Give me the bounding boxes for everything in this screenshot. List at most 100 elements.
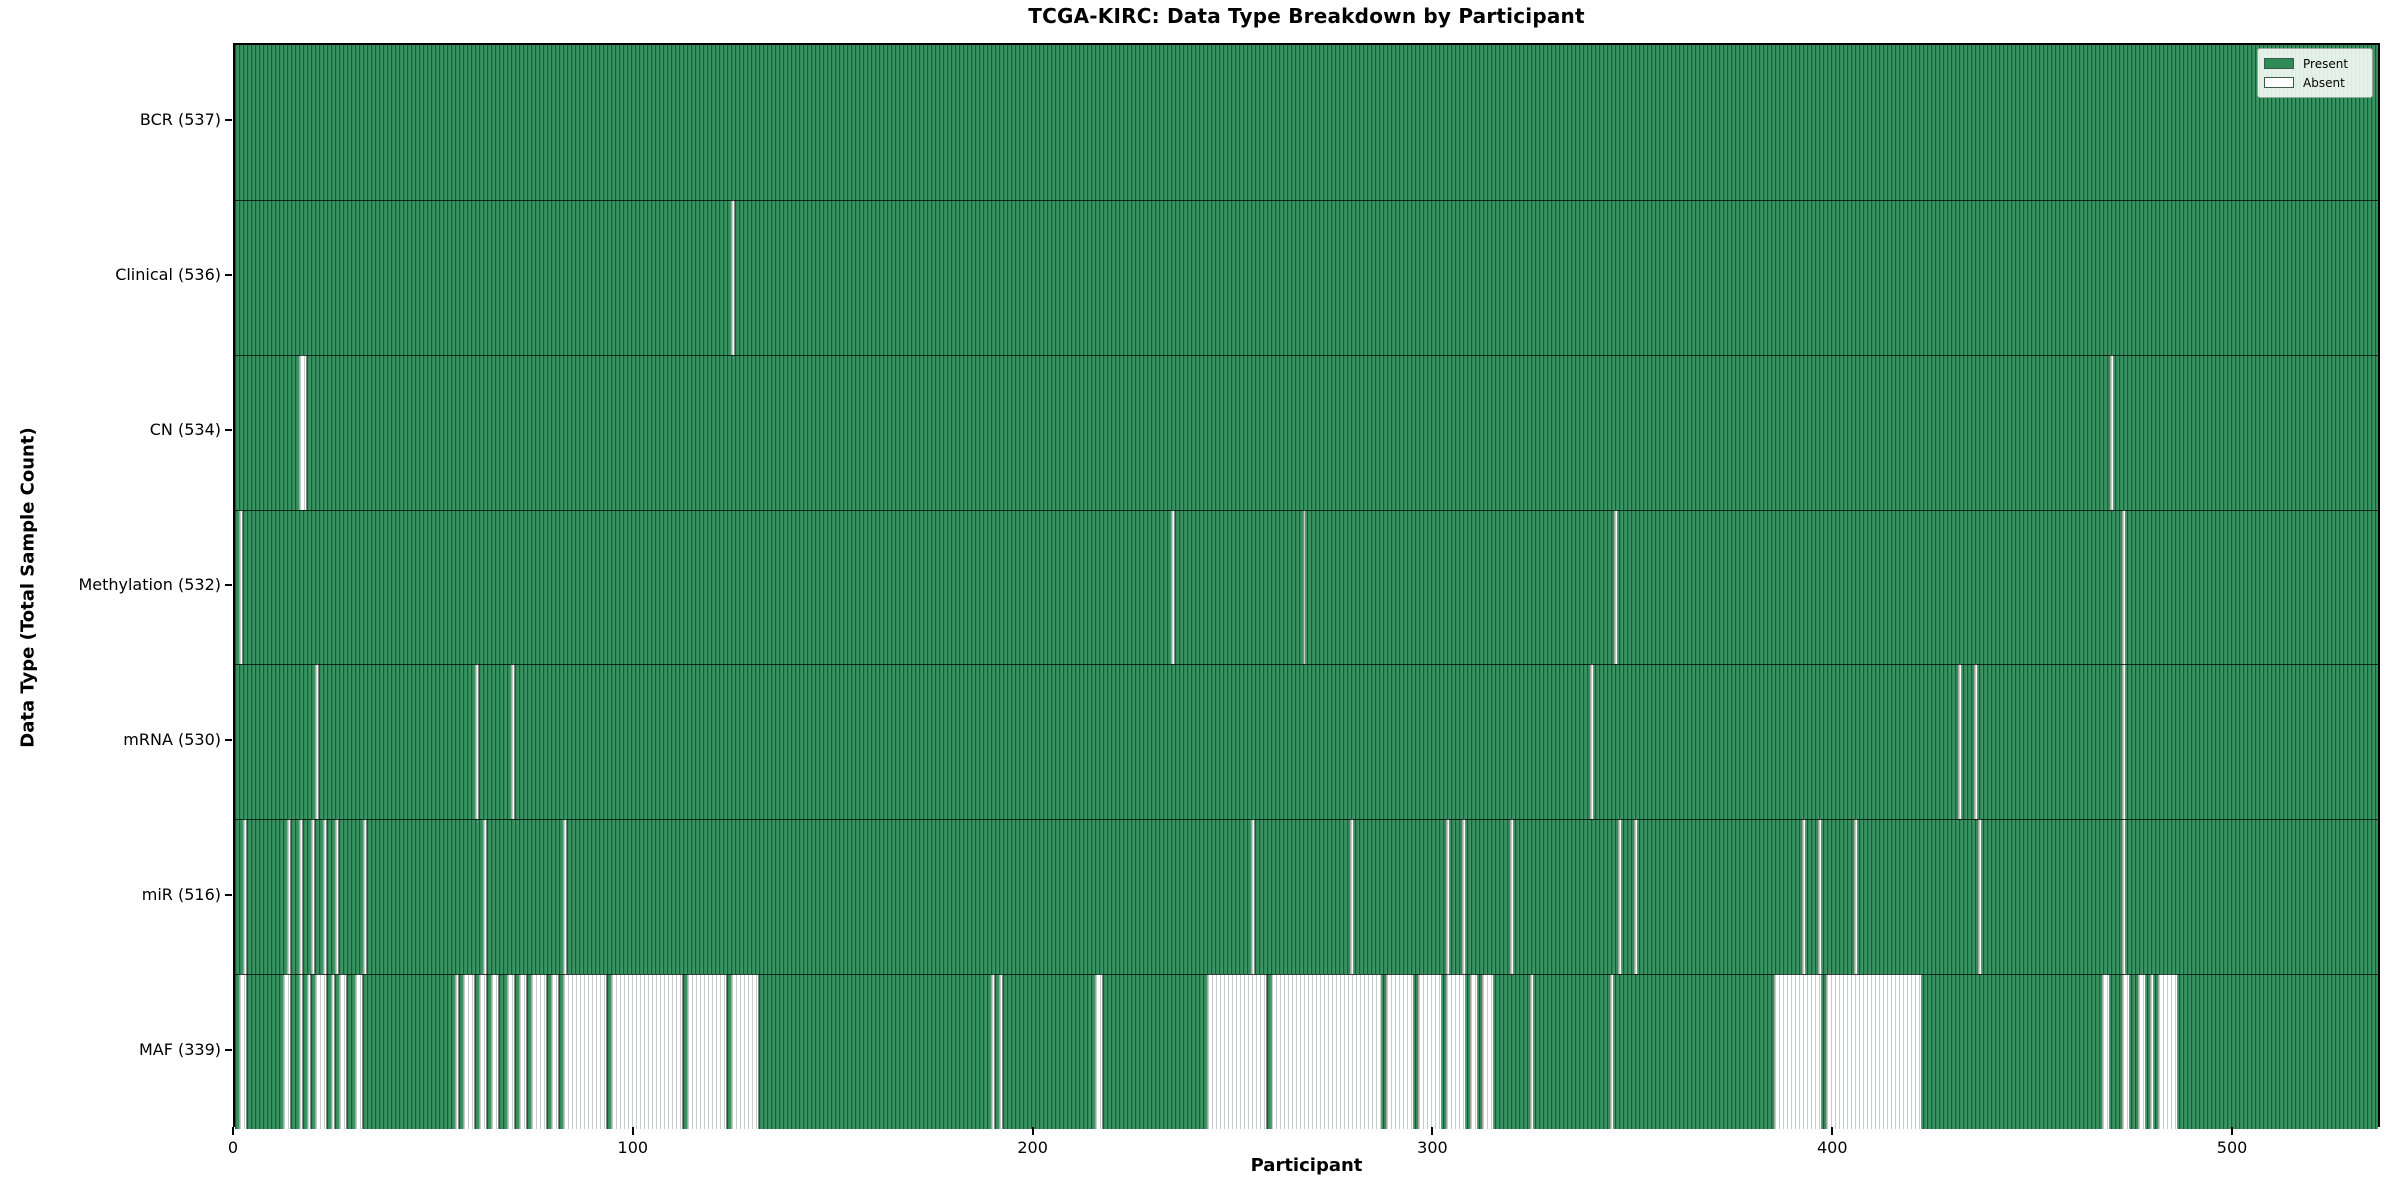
row-Clinical xyxy=(235,199,2378,355)
y-tick-label-miR: miR (516) xyxy=(141,884,221,904)
y-tick-label-CN: CN (534) xyxy=(149,420,221,440)
absent-segment xyxy=(242,819,247,975)
x-tick-label: 100 xyxy=(617,1138,649,1157)
absent-segment xyxy=(1610,974,1615,1129)
absent-segment xyxy=(282,974,291,1129)
row-miR xyxy=(235,819,2378,975)
absent-segment xyxy=(2122,819,2127,975)
row-separator xyxy=(235,199,2378,201)
x-tick-label: 400 xyxy=(1816,1138,1848,1157)
legend-swatch-absent xyxy=(2264,77,2294,88)
plot-area xyxy=(233,43,2380,1129)
absent-segment xyxy=(306,974,311,1129)
absent-segment xyxy=(310,819,315,975)
row-CN xyxy=(235,354,2378,510)
row-BCR xyxy=(235,45,2378,200)
x-tick-mark xyxy=(1031,1127,1034,1135)
y-tick-label-BCR: BCR (537) xyxy=(139,110,221,130)
y-tick-label-Clinical: Clinical (536) xyxy=(115,265,221,285)
legend-entry-absent: Absent xyxy=(2264,73,2364,92)
legend-label: Present xyxy=(2303,56,2349,71)
absent-segment xyxy=(2158,974,2179,1129)
y-tick-label-Methylation: Methylation (532) xyxy=(78,575,221,594)
absent-segment xyxy=(1482,974,1495,1129)
x-tick-mark xyxy=(631,1127,634,1135)
row-separator xyxy=(235,974,2378,976)
absent-segment xyxy=(238,509,243,665)
absent-segment xyxy=(610,974,683,1129)
row-separator xyxy=(235,819,2378,821)
absent-segment xyxy=(1350,819,1355,975)
absent-segment xyxy=(1302,509,1307,665)
absent-segment xyxy=(490,974,499,1129)
absent-segment xyxy=(730,199,735,355)
absent-segment xyxy=(1974,664,1979,820)
row-separator xyxy=(235,509,2378,511)
absent-segment xyxy=(322,819,327,975)
absent-segment xyxy=(454,974,459,1129)
absent-segment xyxy=(1170,509,1175,665)
absent-segment xyxy=(314,974,327,1129)
absent-segment xyxy=(1386,974,1415,1129)
legend-entry-present: Present xyxy=(2264,54,2364,73)
absent-segment xyxy=(462,974,475,1129)
absent-segment xyxy=(1094,974,1103,1129)
absent-segment xyxy=(354,974,363,1129)
absent-segment xyxy=(2150,974,2155,1129)
absent-segment xyxy=(1614,509,1619,665)
absent-segment xyxy=(2102,974,2111,1129)
absent-segment xyxy=(1826,974,1923,1129)
absent-segment xyxy=(286,819,291,975)
absent-segment xyxy=(338,974,347,1129)
x-tick-mark xyxy=(232,1127,234,1135)
x-axis-title: Participant xyxy=(1250,1155,1363,1176)
absent-segment xyxy=(1510,819,1515,975)
x-tick-mark xyxy=(1431,1127,1434,1135)
absent-segment xyxy=(550,974,559,1129)
y-tick-label-mRNA: mRNA (530) xyxy=(123,729,221,749)
row-mRNA xyxy=(235,664,2378,820)
legend-swatch-present xyxy=(2264,58,2294,69)
absent-segment xyxy=(730,974,759,1129)
row-separator xyxy=(235,664,2378,666)
y-tick-mark xyxy=(225,429,232,432)
x-tick-label: 300 xyxy=(1417,1138,1448,1157)
legend-label: Absent xyxy=(2303,75,2345,90)
absent-segment xyxy=(2110,354,2115,510)
absent-segment xyxy=(530,974,547,1129)
absent-segment xyxy=(482,819,487,975)
absent-segment xyxy=(1250,819,1255,975)
y-tick-mark xyxy=(225,119,232,122)
absent-segment xyxy=(1590,664,1595,820)
x-tick-label: 500 xyxy=(2216,1138,2248,1157)
row-MAF xyxy=(235,974,2378,1129)
absent-segment xyxy=(562,819,567,975)
absent-segment xyxy=(510,664,515,820)
absent-segment xyxy=(990,974,995,1129)
y-tick-mark xyxy=(225,584,232,586)
x-tick-mark xyxy=(1831,1127,1834,1135)
absent-segment xyxy=(1206,974,1267,1129)
y-tick-mark xyxy=(225,893,232,896)
y-tick-mark xyxy=(225,738,232,741)
absent-segment xyxy=(1774,974,1823,1129)
absent-segment xyxy=(1530,974,1535,1129)
absent-segment xyxy=(474,664,479,820)
absent-segment xyxy=(1978,819,1983,975)
absent-segment xyxy=(1462,819,1467,975)
absent-segment xyxy=(2138,974,2147,1129)
absent-segment xyxy=(1818,819,1823,975)
absent-segment xyxy=(1618,819,1623,975)
chart-title: TCGA-KIRC: Data Type Breakdown by Partic… xyxy=(1028,4,1585,28)
absent-segment xyxy=(2122,974,2131,1129)
absent-segment xyxy=(1446,819,1451,975)
absent-segment xyxy=(2122,664,2127,820)
y-tick-mark xyxy=(225,274,232,277)
absent-segment xyxy=(506,974,515,1129)
absent-segment xyxy=(330,974,335,1129)
absent-segment xyxy=(1446,974,1467,1129)
x-tick-label: 200 xyxy=(1017,1138,1048,1157)
absent-segment xyxy=(686,974,727,1129)
y-tick-label-MAF: MAF (339) xyxy=(138,1039,221,1059)
